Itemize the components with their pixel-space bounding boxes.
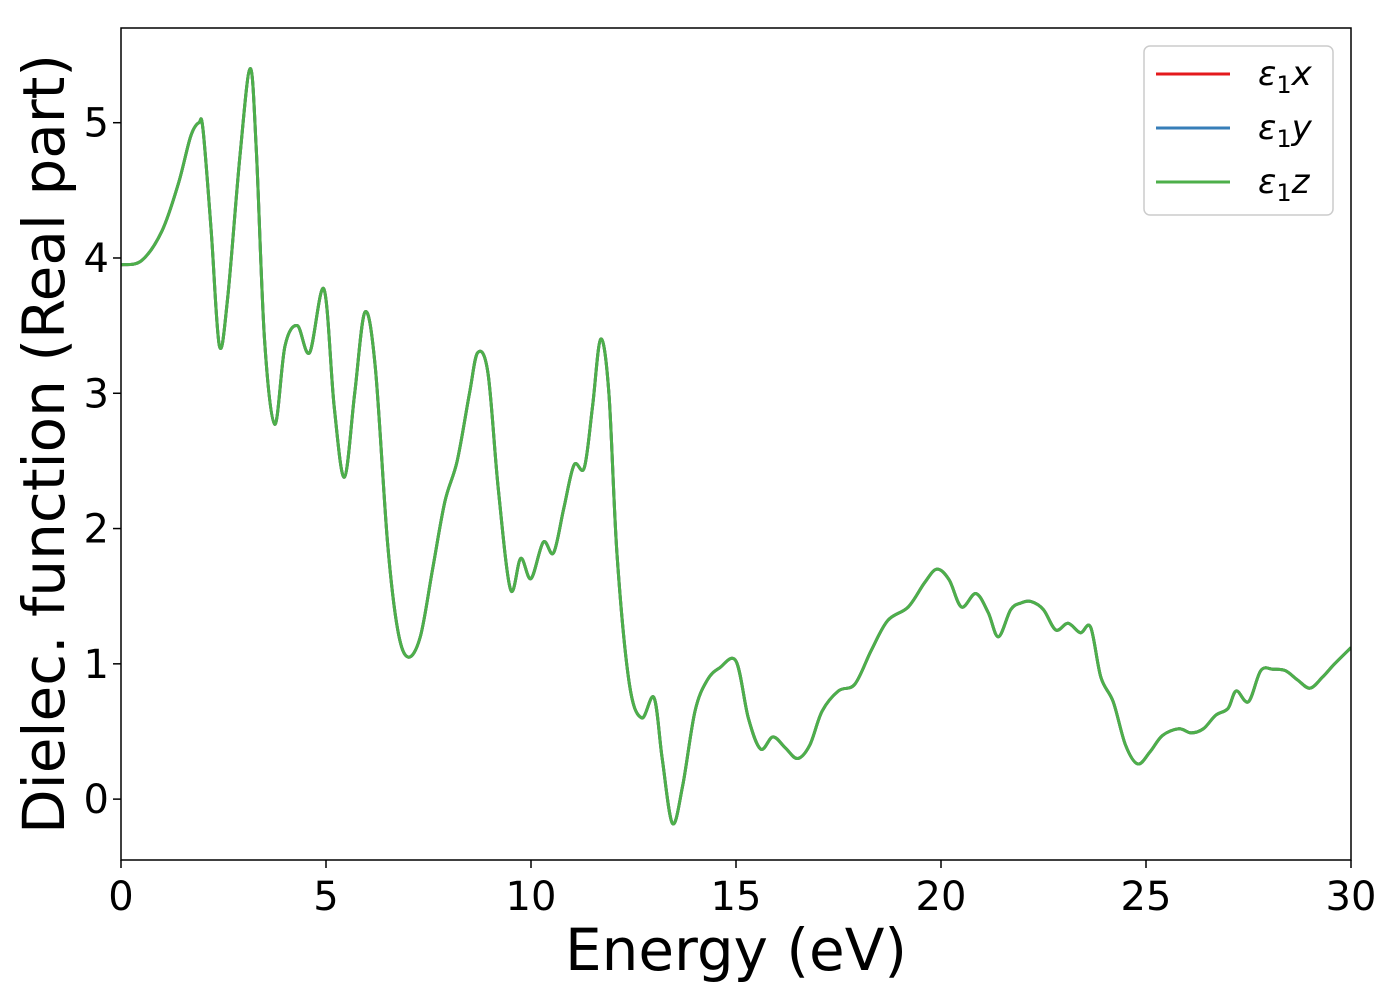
- y-tick-label: 0: [84, 777, 109, 823]
- y-axis-ticks: 0 1 2 3 4 5: [84, 101, 121, 823]
- legend-box: [1143, 45, 1334, 216]
- x-tick-label: 25: [1121, 874, 1172, 920]
- x-tick-label: 5: [313, 874, 338, 920]
- legend-label-y: ε1y: [1258, 108, 1313, 153]
- y-tick-label: 1: [84, 642, 109, 688]
- y-tick-label: 5: [84, 101, 109, 147]
- x-axis-label: Energy (eV): [565, 916, 907, 984]
- legend: ε1x ε1y ε1z: [1143, 45, 1334, 216]
- legend-entries: ε1x ε1y ε1z: [1156, 54, 1313, 207]
- series-line-z: [121, 67, 1351, 826]
- x-tick-label: 10: [506, 874, 557, 920]
- legend-label-x: ε1x: [1258, 54, 1313, 99]
- y-axis-label: Dielec. function (Real part): [10, 54, 78, 834]
- y-tick-label: 3: [84, 371, 109, 417]
- x-tick-label: 30: [1326, 874, 1377, 920]
- legend-label-z: ε1z: [1258, 162, 1311, 207]
- x-tick-label: 20: [916, 874, 967, 920]
- x-tick-label: 0: [108, 874, 133, 920]
- y-tick-label: 2: [84, 507, 109, 553]
- y-tick-label: 4: [84, 236, 109, 282]
- curve-layer: [121, 67, 1351, 826]
- x-axis-ticks: 0 5 10 15 20 25 30: [108, 860, 1376, 920]
- x-tick-label: 15: [711, 874, 762, 920]
